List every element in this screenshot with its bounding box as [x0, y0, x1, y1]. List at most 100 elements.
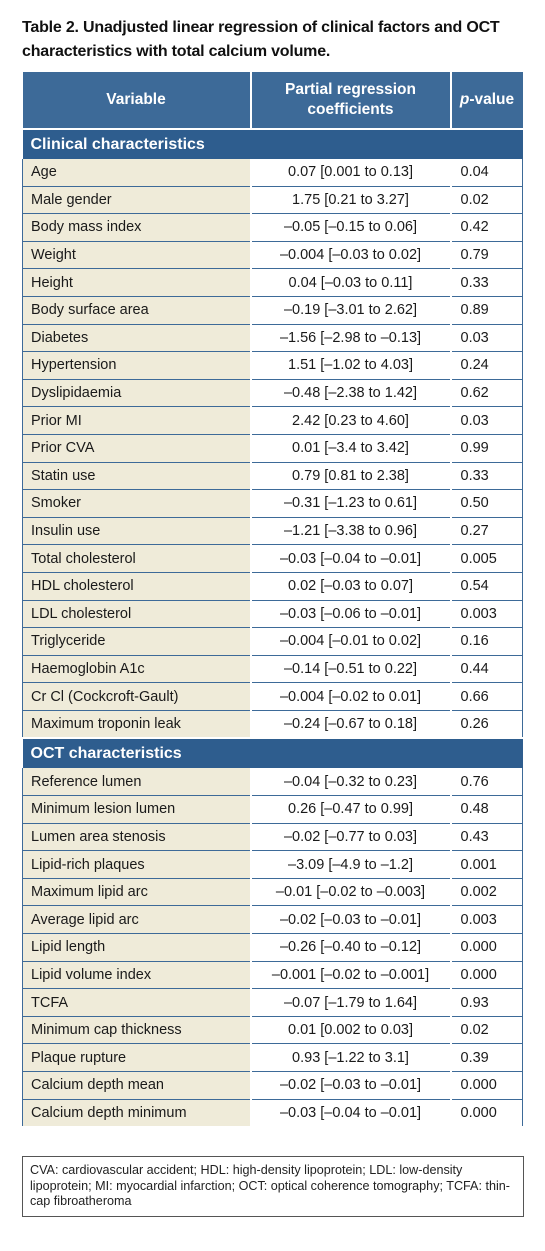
- table-row: TCFA –0.07 [–1.79 to 1.64] 0.93: [22, 988, 523, 1017]
- table-row: Lipid volume index –0.001 [–0.02 to –0.00…: [22, 960, 523, 989]
- cell-p-value: 0.93: [449, 988, 523, 1017]
- cell-p-value: 0.000: [449, 960, 523, 989]
- header-variable: Variable: [22, 72, 252, 129]
- cell-coefficient: –0.48 [–2.38 to 1.42]: [250, 378, 451, 407]
- cell-coefficient: 0.01 [–3.4 to 3.42]: [250, 433, 451, 463]
- table-row: Minimum lesion lumen 0.26 [–0.47 to 0.99]…: [22, 795, 523, 824]
- cell-variable: Weight: [22, 240, 252, 269]
- cell-p-value: 0.54: [449, 571, 523, 600]
- cell-coefficient: –0.03 [–0.04 to –0.01]: [250, 1098, 451, 1127]
- cell-p-value: 0.43: [449, 822, 523, 851]
- table-row: Maximum lipid arc –0.01 [–0.02 to –0.003]…: [22, 877, 523, 906]
- cell-coefficient: 0.01 [0.002 to 0.03]: [250, 1015, 451, 1044]
- cell-variable: Haemoglobin A1c: [22, 654, 252, 683]
- cell-p-value: 0.003: [449, 905, 523, 934]
- cell-coefficient: –0.31 [–1.23 to 0.61]: [250, 489, 451, 518]
- cell-coefficient: 0.93 [–1.22 to 3.1]: [250, 1043, 451, 1072]
- cell-coefficient: –0.001 [–0.02 to –0.001]: [250, 960, 451, 989]
- cell-variable: Maximum lipid arc: [22, 877, 252, 906]
- cell-coefficient: 0.02 [–0.03 to 0.07]: [250, 571, 451, 600]
- table-row: Calcium depth minimum –0.03 [–0.04 to –0.…: [22, 1098, 523, 1127]
- table-row: HDL cholesterol 0.02 [–0.03 to 0.07] 0.54: [22, 571, 523, 600]
- cell-p-value: 0.48: [449, 795, 523, 824]
- table-footnote: CVA: cardiovascular accident; HDL: high-…: [22, 1156, 524, 1217]
- cell-variable: Male gender: [22, 185, 252, 214]
- cell-p-value: 0.02: [449, 1015, 523, 1044]
- cell-coefficient: –0.05 [–0.15 to 0.06]: [250, 213, 451, 242]
- cell-variable: Hypertension: [22, 351, 252, 380]
- cell-variable: Dyslipidaemia: [22, 378, 252, 407]
- cell-variable: Age: [22, 159, 252, 187]
- table-row: Height 0.04 [–0.03 to 0.11] 0.33: [22, 268, 523, 297]
- table-row: Cr Cl (Cockcroft-Gault) –0.004 [–0.02 to …: [22, 682, 523, 711]
- table-row: Plaque rupture 0.93 [–1.22 to 3.1] 0.39: [22, 1043, 523, 1072]
- cell-coefficient: –1.21 [–3.38 to 0.96]: [250, 516, 451, 545]
- cell-variable: Maximum troponin leak: [22, 709, 252, 739]
- cell-coefficient: –0.004 [–0.02 to 0.01]: [250, 682, 451, 711]
- cell-p-value: 0.000: [449, 1071, 523, 1100]
- cell-coefficient: –0.07 [–1.79 to 1.64]: [250, 988, 451, 1017]
- header-coefficients: Partial regression coefficients: [249, 72, 452, 129]
- header-p-italic: p: [459, 91, 470, 108]
- cell-p-value: 0.99: [449, 433, 523, 463]
- table-row: LDL cholesterol –0.03 [–0.06 to –0.01] 0.0…: [22, 599, 523, 628]
- cell-coefficient: 2.42 [0.23 to 4.60]: [250, 406, 451, 435]
- regression-table-container: Variable Partial regression coefficients…: [22, 72, 523, 1127]
- cell-p-value: 0.26: [449, 709, 523, 739]
- cell-variable: Insulin use: [22, 516, 252, 545]
- cell-coefficient: –0.03 [–0.06 to –0.01]: [250, 599, 451, 628]
- table-row: Hypertension 1.51 [–1.02 to 4.03] 0.24: [22, 351, 523, 380]
- table-header-row: Variable Partial regression coefficients…: [22, 72, 523, 129]
- cell-p-value: 0.62: [449, 378, 523, 407]
- table-row: Body mass index –0.05 [–0.15 to 0.06] 0.42: [22, 213, 523, 242]
- table-row: Insulin use –1.21 [–3.38 to 0.96] 0.27: [22, 516, 523, 545]
- cell-variable: Body surface area: [22, 295, 252, 325]
- cell-variable: Lipid-rich plaques: [22, 850, 252, 879]
- table-row: Triglyceride –0.004 [–0.01 to 0.02] 0.16: [22, 627, 523, 656]
- cell-coefficient: –0.01 [–0.02 to –0.003]: [250, 877, 451, 906]
- cell-p-value: 0.50: [449, 489, 523, 518]
- header-coefficients-line1: Partial regression: [285, 81, 416, 98]
- section-title: Clinical characteristics: [22, 128, 523, 159]
- cell-variable: Prior CVA: [22, 433, 252, 463]
- table-caption: Table 2. Unadjusted linear regression of…: [22, 19, 500, 60]
- cell-p-value: 0.03: [449, 323, 523, 352]
- cell-p-value: 0.79: [449, 240, 523, 269]
- table-row: Statin use 0.79 [0.81 to 2.38] 0.33: [22, 461, 523, 490]
- regression-table: Variable Partial regression coefficients…: [22, 72, 523, 1127]
- cell-p-value: 0.33: [449, 461, 523, 490]
- cell-variable: Minimum lesion lumen: [22, 795, 252, 824]
- section-header-row: OCT characteristics: [22, 737, 523, 769]
- cell-p-value: 0.44: [449, 654, 523, 683]
- cell-p-value: 0.33: [449, 268, 523, 297]
- cell-coefficient: –3.09 [–4.9 to –1.2]: [250, 850, 451, 879]
- cell-p-value: 0.89: [449, 295, 523, 325]
- cell-variable: Lipid volume index: [22, 960, 252, 989]
- table-body: Clinical characteristics Age 0.07 [0.001 t…: [22, 128, 523, 1127]
- cell-variable: HDL cholesterol: [22, 571, 252, 600]
- cell-variable: Smoker: [22, 489, 252, 518]
- cell-p-value: 0.001: [449, 850, 523, 879]
- cell-variable: Lipid length: [22, 933, 252, 962]
- cell-p-value: 0.000: [449, 1098, 523, 1127]
- cell-coefficient: –1.56 [–2.98 to –0.13]: [250, 323, 451, 352]
- cell-variable: Statin use: [22, 461, 252, 490]
- cell-variable: Lumen area stenosis: [22, 822, 252, 851]
- cell-variable: Reference lumen: [22, 768, 252, 796]
- table-row: Minimum cap thickness 0.01 [0.002 to 0.03…: [22, 1015, 523, 1044]
- cell-p-value: 0.76: [449, 768, 523, 796]
- cell-p-value: 0.39: [449, 1043, 523, 1072]
- cell-coefficient: –0.02 [–0.77 to 0.03]: [250, 822, 451, 851]
- cell-variable: Calcium depth mean: [22, 1071, 252, 1100]
- table-row: Prior CVA 0.01 [–3.4 to 3.42] 0.99: [22, 433, 523, 463]
- cell-p-value: 0.02: [449, 185, 523, 214]
- cell-coefficient: 1.75 [0.21 to 3.27]: [250, 185, 451, 214]
- header-p-rest: -value: [469, 91, 515, 108]
- table-row: Diabetes –1.56 [–2.98 to –0.13] 0.03: [22, 323, 523, 352]
- cell-coefficient: 0.79 [0.81 to 2.38]: [250, 461, 451, 490]
- table-row: Lipid-rich plaques –3.09 [–4.9 to –1.2] 0.…: [22, 850, 523, 879]
- table-row: Haemoglobin A1c –0.14 [–0.51 to 0.22] 0.44: [22, 654, 523, 683]
- cell-variable: Height: [22, 268, 252, 297]
- cell-variable: Minimum cap thickness: [22, 1015, 252, 1044]
- cell-coefficient: –0.004 [–0.01 to 0.02]: [250, 627, 451, 656]
